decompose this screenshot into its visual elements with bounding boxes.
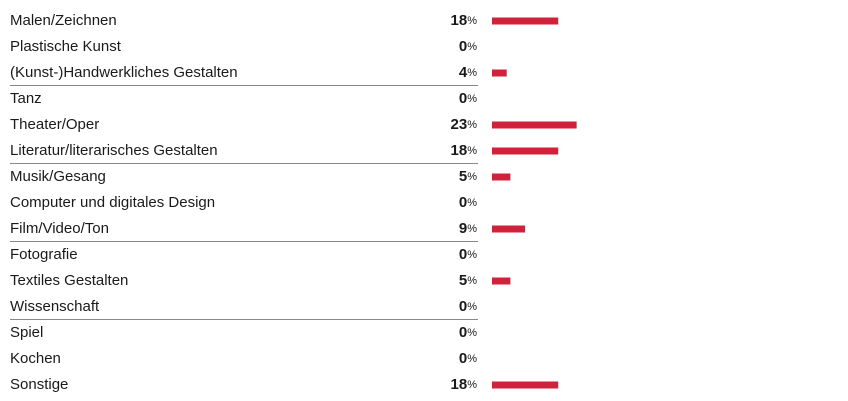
value-number: 0 bbox=[459, 324, 467, 341]
value-label: 0% bbox=[459, 350, 477, 367]
category-label: (Kunst-)Handwerkliches Gestalten bbox=[10, 64, 238, 81]
value-unit: % bbox=[467, 41, 477, 53]
value-number: 18 bbox=[451, 12, 468, 29]
value-label: 5% bbox=[459, 272, 477, 289]
value-unit: % bbox=[467, 197, 477, 209]
value-number: 5 bbox=[459, 272, 467, 289]
value-label: 0% bbox=[459, 298, 477, 315]
category-label: Kochen bbox=[10, 350, 61, 367]
value-label: 18% bbox=[451, 142, 478, 159]
category-label: Wissenschaft bbox=[10, 298, 100, 315]
bar bbox=[492, 121, 577, 129]
category-label: Film/Video/Ton bbox=[10, 220, 109, 237]
value-label: 18% bbox=[451, 376, 478, 393]
bar bbox=[492, 173, 511, 181]
value-unit: % bbox=[467, 275, 477, 287]
value-number: 0 bbox=[459, 90, 467, 107]
value-unit: % bbox=[467, 93, 477, 105]
bar bbox=[492, 225, 526, 233]
category-label: Sonstige bbox=[10, 376, 68, 393]
category-label: Theater/Oper bbox=[10, 116, 99, 133]
value-label: 0% bbox=[459, 90, 477, 107]
value-number: 0 bbox=[459, 194, 467, 211]
bar bbox=[492, 277, 511, 285]
value-number: 23 bbox=[451, 116, 468, 133]
value-label: 0% bbox=[459, 38, 477, 55]
value-number: 0 bbox=[459, 298, 467, 315]
value-label: 0% bbox=[459, 194, 477, 211]
value-unit: % bbox=[467, 145, 477, 157]
bar bbox=[492, 147, 559, 155]
value-number: 0 bbox=[459, 38, 467, 55]
value-label: 18% bbox=[451, 12, 478, 29]
value-unit: % bbox=[467, 327, 477, 339]
value-unit: % bbox=[467, 249, 477, 261]
bar bbox=[492, 17, 559, 25]
category-label: Computer und digitales Design bbox=[10, 194, 215, 211]
value-label: 5% bbox=[459, 168, 477, 185]
value-unit: % bbox=[467, 67, 477, 79]
value-number: 0 bbox=[459, 350, 467, 367]
value-unit: % bbox=[467, 15, 477, 27]
value-number: 9 bbox=[459, 220, 467, 237]
value-label: 4% bbox=[459, 64, 477, 81]
value-label: 0% bbox=[459, 324, 477, 341]
category-label: Fotografie bbox=[10, 246, 78, 263]
value-label: 0% bbox=[459, 246, 477, 263]
category-label: Plastische Kunst bbox=[10, 38, 122, 55]
bar bbox=[492, 381, 559, 389]
value-number: 18 bbox=[451, 142, 468, 159]
category-label: Musik/Gesang bbox=[10, 168, 106, 185]
value-unit: % bbox=[467, 171, 477, 183]
value-number: 4 bbox=[459, 64, 468, 81]
value-number: 18 bbox=[451, 376, 468, 393]
category-label: Tanz bbox=[10, 90, 42, 107]
value-unit: % bbox=[467, 119, 477, 131]
value-unit: % bbox=[467, 301, 477, 313]
bar bbox=[492, 69, 507, 77]
category-label: Malen/Zeichnen bbox=[10, 12, 117, 29]
value-unit: % bbox=[467, 223, 477, 235]
value-label: 23% bbox=[451, 116, 478, 133]
value-unit: % bbox=[467, 353, 477, 365]
value-label: 9% bbox=[459, 220, 477, 237]
category-label: Spiel bbox=[10, 324, 43, 341]
category-label: Literatur/literarisches Gestalten bbox=[10, 142, 218, 159]
value-unit: % bbox=[467, 379, 477, 391]
value-number: 0 bbox=[459, 246, 467, 263]
category-label: Textiles Gestalten bbox=[10, 272, 128, 289]
value-number: 5 bbox=[459, 168, 467, 185]
